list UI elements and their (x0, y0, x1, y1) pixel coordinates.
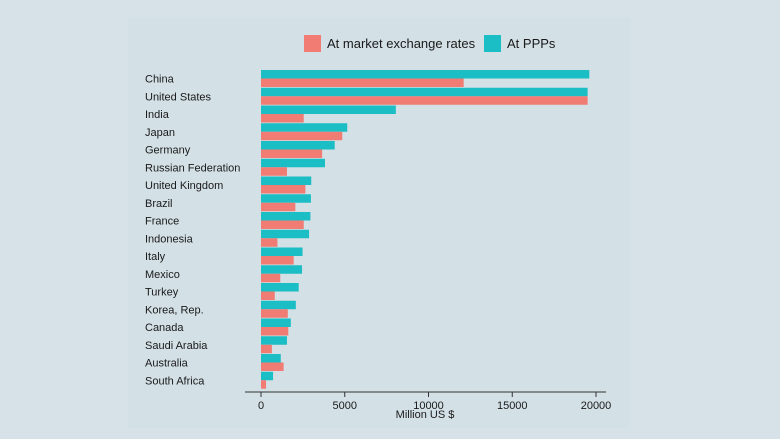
category-label: Japan (145, 127, 175, 139)
x-tick-label: 10000 (413, 400, 444, 412)
category-label: Brazil (145, 198, 173, 210)
bar-market-rate (261, 114, 304, 123)
category-labels: China United States India Japan Germany Russi… (145, 74, 240, 388)
x-tick-label: 0 (258, 400, 264, 412)
category-label: France (145, 216, 179, 228)
category-label: Mexico (145, 269, 180, 281)
bar-market-rate (261, 167, 287, 176)
bar-ppp (261, 371, 274, 381)
bar-ppp (261, 194, 311, 203)
bar-ppp (261, 158, 325, 168)
category-label: United States (145, 91, 212, 103)
bar-ppp (261, 141, 335, 150)
bar-ppp (261, 70, 590, 79)
x-tick-label: 20000 (581, 400, 612, 412)
bar-market-rate (261, 220, 304, 229)
bar-market-rate (261, 256, 294, 265)
category-label: Saudi Arabia (145, 340, 208, 352)
bar-market-rate (261, 344, 272, 354)
category-label: Germany (145, 145, 191, 157)
x-tick-label: 15000 (497, 400, 528, 412)
bar-ppp (261, 318, 291, 327)
x-axis-label: Million US $ (396, 409, 455, 421)
bar-ppp (261, 105, 396, 114)
category-label: Indonesia (145, 233, 194, 245)
legend-swatch (484, 35, 501, 52)
bar-ppp (261, 123, 348, 132)
bar-market-rate (261, 380, 267, 389)
category-label: Korea, Rep. (145, 304, 204, 316)
bar-ppp (261, 265, 303, 274)
category-label: India (145, 109, 170, 121)
x-tick-label: 5000 (333, 400, 357, 412)
bar-ppp (261, 87, 588, 97)
bar-market-rate (261, 309, 288, 318)
legend-label: At PPPs (507, 36, 556, 51)
bar-ppp (261, 229, 310, 239)
bar-ppp (261, 336, 287, 345)
bar-market-rate (261, 202, 296, 212)
bar-market-rate (261, 238, 278, 247)
bar-market-rate (261, 149, 323, 158)
bar-market-rate (261, 131, 343, 141)
category-label: Canada (145, 322, 184, 334)
bar-market-rate (261, 327, 289, 336)
bar-ppp (261, 300, 296, 310)
category-label: Australia (145, 358, 189, 370)
bar-ppp (261, 283, 299, 292)
bar-market-rate (261, 362, 284, 371)
bar-ppp (261, 354, 281, 363)
x-axis-ticks: 0 5000 10000 15000 20000 (258, 392, 611, 412)
bar-ppp (261, 176, 312, 185)
category-label: Turkey (145, 287, 179, 299)
bar-market-rate (261, 273, 281, 283)
category-label: China (145, 74, 175, 86)
bar-market-rate (261, 185, 306, 194)
category-label: Russian Federation (145, 162, 240, 174)
bar-market-rate (261, 291, 275, 300)
bar-market-rate (261, 78, 464, 87)
legend-swatch (304, 35, 321, 52)
legend: At market exchange rates At PPPs (304, 35, 556, 52)
legend-label: At market exchange rates (327, 36, 476, 51)
bars (261, 70, 590, 389)
bar-market-rate (261, 96, 588, 105)
category-label: United Kingdom (145, 180, 223, 192)
bar-ppp (261, 212, 311, 221)
bar-ppp (261, 247, 303, 256)
category-label: South Africa (145, 375, 205, 387)
category-label: Italy (145, 251, 166, 263)
